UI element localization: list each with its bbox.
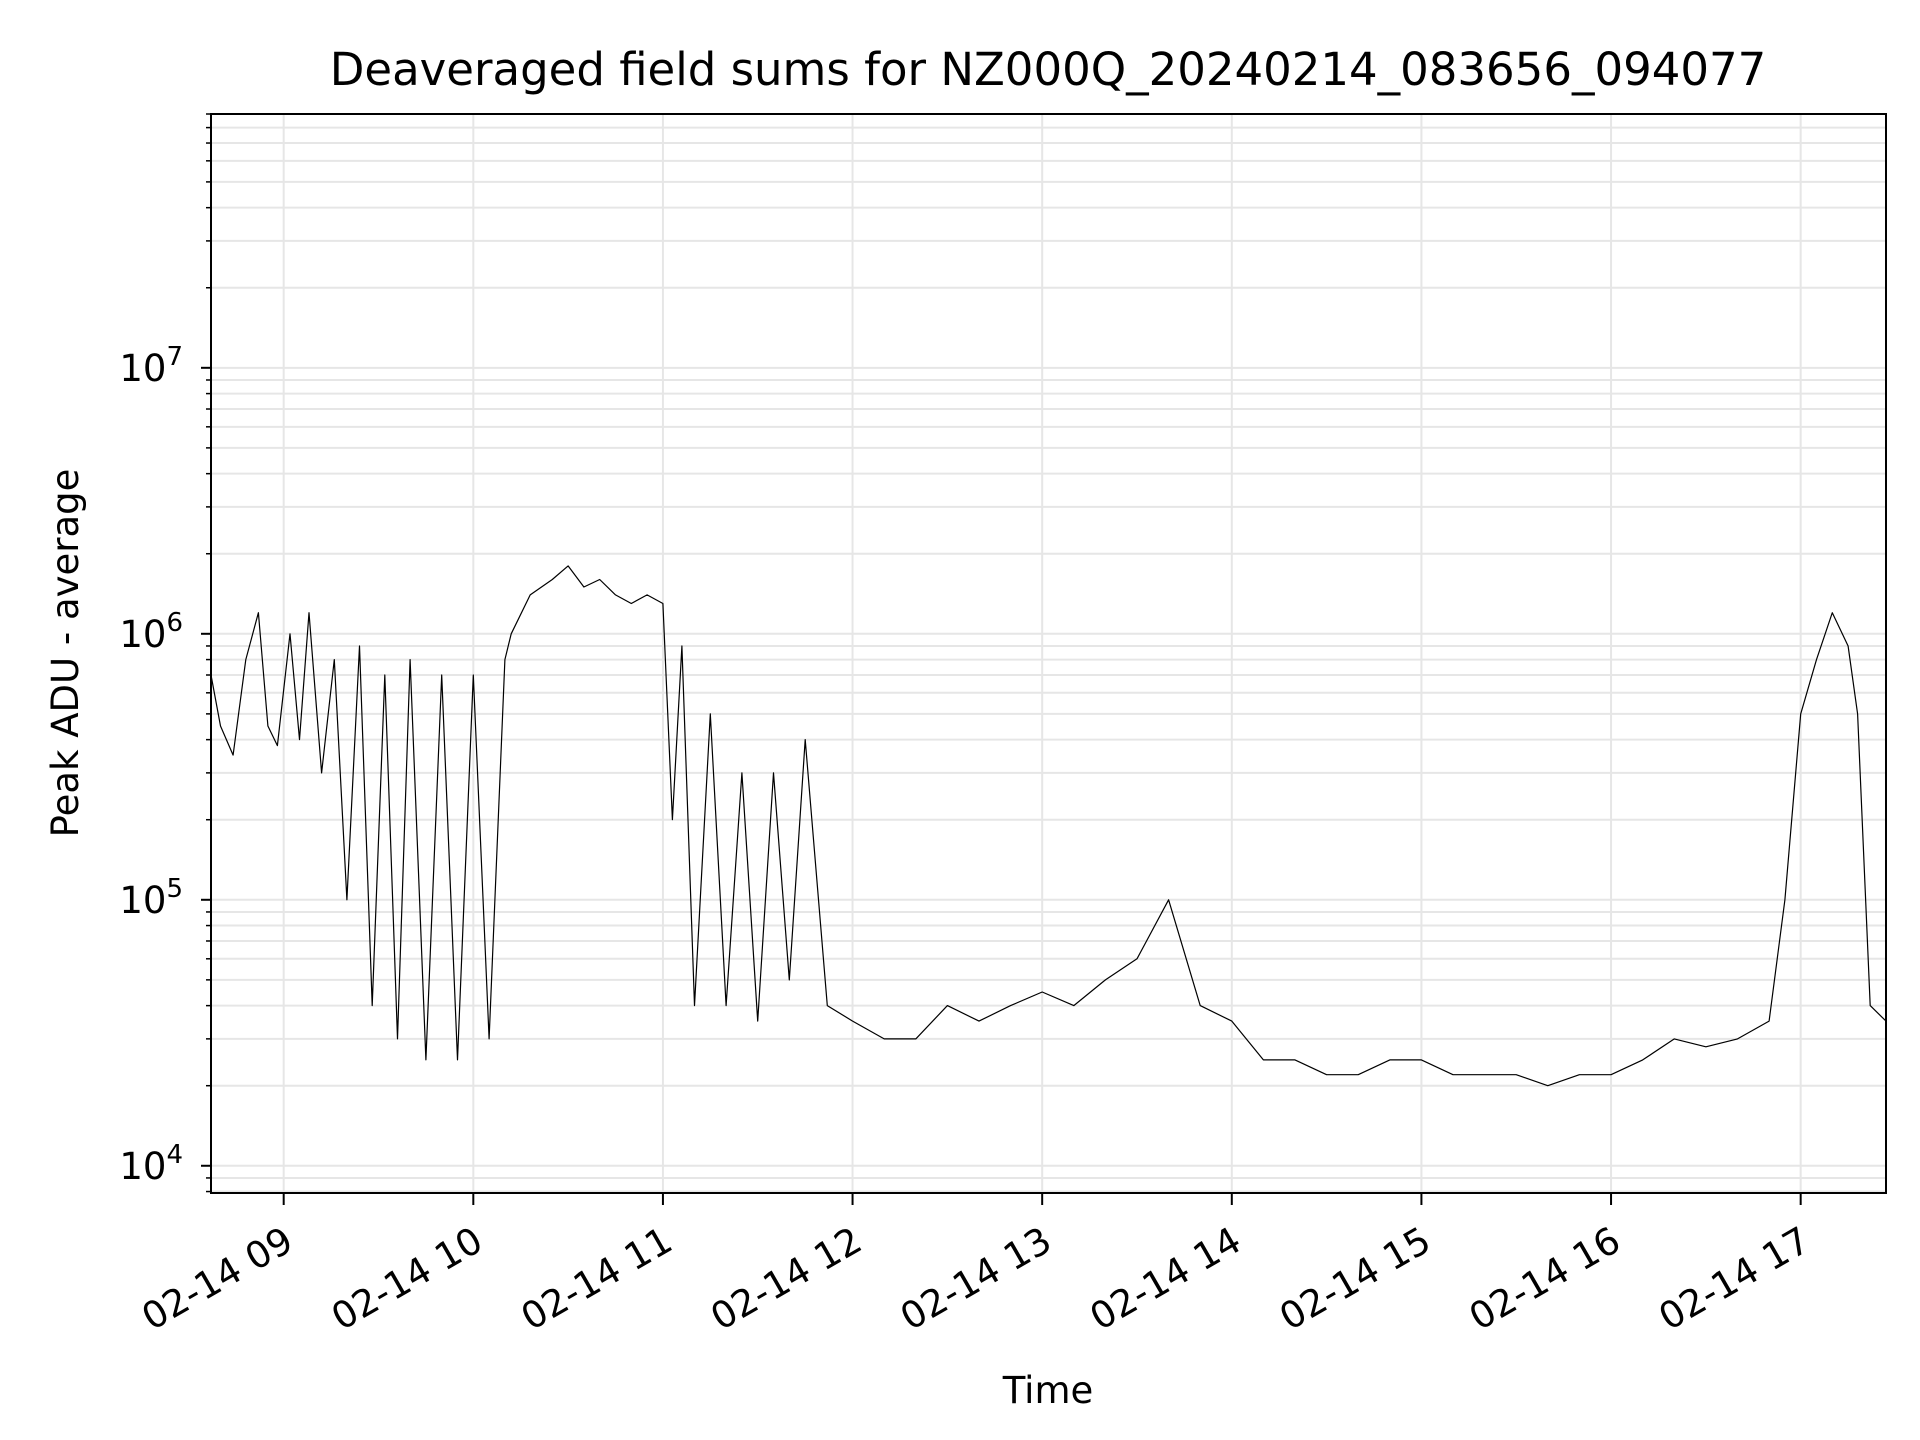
y-tick-label: 107: [119, 342, 183, 390]
axes-frame: [210, 113, 1887, 1194]
y-axis-label: Peak ADU - average: [44, 469, 87, 838]
x-axis-label: Time: [1002, 1369, 1094, 1412]
data-series-line: [210, 565, 1887, 1087]
grid-lines: [211, 113, 1886, 1193]
y-tick-label: 105: [119, 874, 183, 922]
y-tick-label: 106: [119, 608, 183, 656]
chart-title: Deaveraged field sums for NZ000Q_2024021…: [330, 43, 1766, 96]
series-layer: [210, 565, 1887, 1087]
plot-area: [211, 114, 1886, 1193]
y-tick-label: 104: [119, 1140, 183, 1188]
